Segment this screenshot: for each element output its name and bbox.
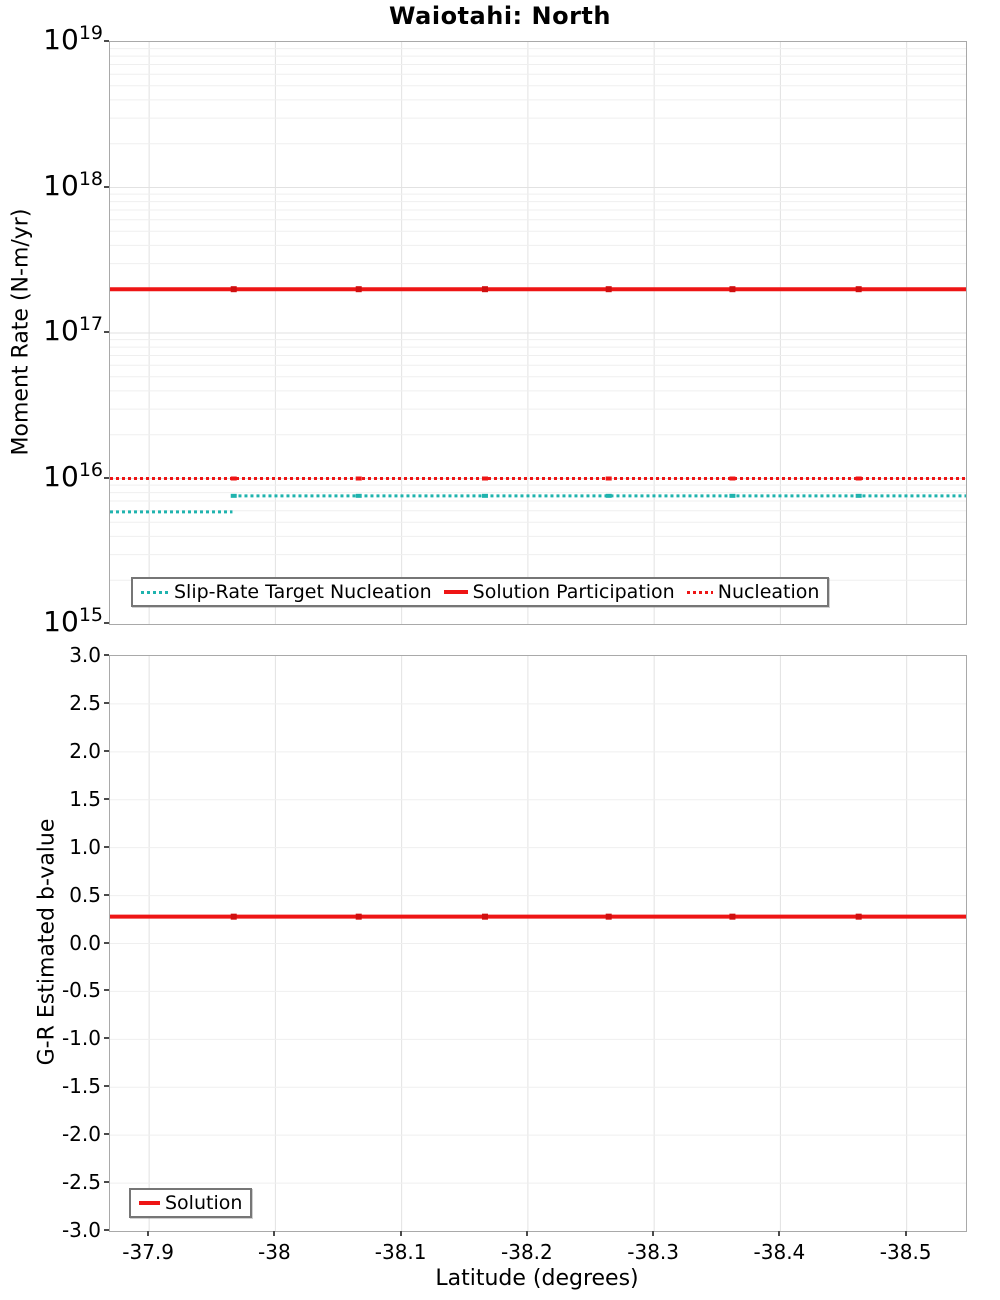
slip-rate-target-nucleation-line-swatch-icon (141, 590, 169, 594)
y-tick-label: 1015 (43, 603, 103, 639)
data-point-marker (230, 476, 237, 481)
y-tick-mark (104, 797, 109, 800)
y-tick-label: 0.0 (69, 930, 101, 955)
y-tick-mark (104, 1133, 109, 1136)
x-tick-mark (525, 1231, 528, 1236)
y-tick-mark (104, 40, 109, 42)
y-tick-mark (104, 622, 109, 624)
x-tick-label: -38.3 (627, 1240, 680, 1264)
data-point-marker (230, 493, 237, 498)
y-tick-mark (104, 893, 109, 896)
x-tick-mark (904, 1231, 907, 1236)
y-tick-label: -2.5 (61, 1170, 101, 1195)
b-value-legend: Solution (129, 1188, 253, 1218)
y-tick-mark (104, 1181, 109, 1184)
y-tick-label: -1.5 (61, 1074, 101, 1099)
data-point-marker (605, 286, 612, 293)
data-point-marker (481, 476, 488, 481)
x-tick-mark (778, 1231, 781, 1236)
data-point-marker (855, 913, 862, 920)
y-tick-mark (104, 476, 109, 479)
x-tick-label: -37.9 (122, 1240, 174, 1264)
y-tick-label: 2.5 (69, 690, 101, 715)
data-point-marker (855, 493, 862, 498)
legend-item-slip-rate-target-nucleation: Slip-Rate Target Nucleation (141, 581, 432, 603)
y-tick-label: 1.0 (69, 834, 101, 859)
y-tick-label: -2.0 (61, 1122, 101, 1147)
data-point-marker (729, 476, 736, 481)
chart-title: Waiotahi: North (389, 2, 611, 30)
legend-item-solution: Solution (139, 1192, 242, 1214)
legend-label: Solution Participation (472, 581, 675, 603)
y-tick-mark (104, 989, 109, 992)
plot-canvas (110, 42, 966, 624)
y-tick-label: 1017 (43, 312, 103, 348)
y-tick-mark (104, 749, 109, 752)
data-point-marker (729, 493, 736, 498)
data-point-marker (481, 493, 488, 498)
y-tick-mark (104, 701, 109, 704)
y-tick-mark (104, 1085, 109, 1088)
data-point-marker (355, 476, 362, 481)
y-tick-label: 1016 (43, 458, 103, 493)
y-tick-mark (104, 331, 109, 333)
data-point-marker (855, 476, 862, 481)
data-point-marker (729, 913, 736, 920)
x-tick-mark (652, 1231, 655, 1236)
y-tick-label: -0.5 (61, 978, 101, 1003)
latitude-axis-label: Latitude (degrees) (435, 1266, 639, 1291)
y-tick-label: -3.0 (61, 1218, 101, 1242)
legend-label: Nucleation (717, 581, 820, 603)
x-tick-mark (399, 1231, 402, 1236)
moment-rate-legend: Slip-Rate Target Nucleation Solution Par… (131, 577, 830, 607)
data-point-marker (481, 913, 488, 920)
y-tick-label: 1.5 (69, 786, 101, 811)
plot-canvas (110, 656, 966, 1231)
data-point-marker (605, 493, 612, 498)
legend-label: Solution (165, 1192, 243, 1214)
y-tick-label: 1018 (43, 167, 103, 202)
x-tick-label: -38.4 (753, 1240, 806, 1264)
data-point-marker (605, 476, 612, 481)
moment-rate-plot-area (109, 41, 967, 625)
data-point-marker (230, 286, 237, 293)
y-tick-mark (104, 941, 109, 944)
data-point-marker (355, 913, 362, 920)
solution-participation-line-swatch-icon (443, 590, 468, 594)
y-tick-label: 0.5 (69, 882, 101, 907)
solution-line-swatch-icon (139, 1201, 160, 1205)
data-point-marker (355, 286, 362, 293)
data-point-marker (855, 286, 862, 293)
nucleation-line-swatch-icon (686, 590, 713, 594)
legend-label: Slip-Rate Target Nucleation (174, 581, 432, 603)
y-tick-mark (104, 654, 109, 656)
y-tick-mark (104, 1037, 109, 1040)
legend-item-nucleation: Nucleation (686, 581, 820, 603)
b-value-plot-area (109, 655, 967, 1232)
data-point-marker (605, 913, 612, 920)
y-tick-label: 1019 (43, 21, 103, 57)
y-tick-label: -1.0 (61, 1026, 101, 1051)
data-point-marker (355, 493, 362, 498)
x-tick-label: -38.5 (879, 1240, 932, 1264)
y-tick-mark (104, 845, 109, 848)
data-point-marker (729, 286, 736, 293)
data-point-marker (481, 286, 488, 293)
y-tick-label: 2.0 (69, 738, 101, 763)
x-tick-label: -38.1 (374, 1240, 427, 1264)
x-tick-mark (273, 1231, 276, 1236)
x-tick-label: -38.2 (501, 1240, 553, 1264)
legend-item-solution-participation: Solution Participation (443, 581, 675, 603)
data-point-marker (230, 913, 237, 920)
x-tick-label: -38 (258, 1240, 291, 1264)
y-tick-mark (104, 185, 109, 188)
x-tick-mark (147, 1231, 150, 1236)
y-tick-label: 3.0 (69, 643, 101, 667)
y-tick-mark (104, 1229, 109, 1231)
